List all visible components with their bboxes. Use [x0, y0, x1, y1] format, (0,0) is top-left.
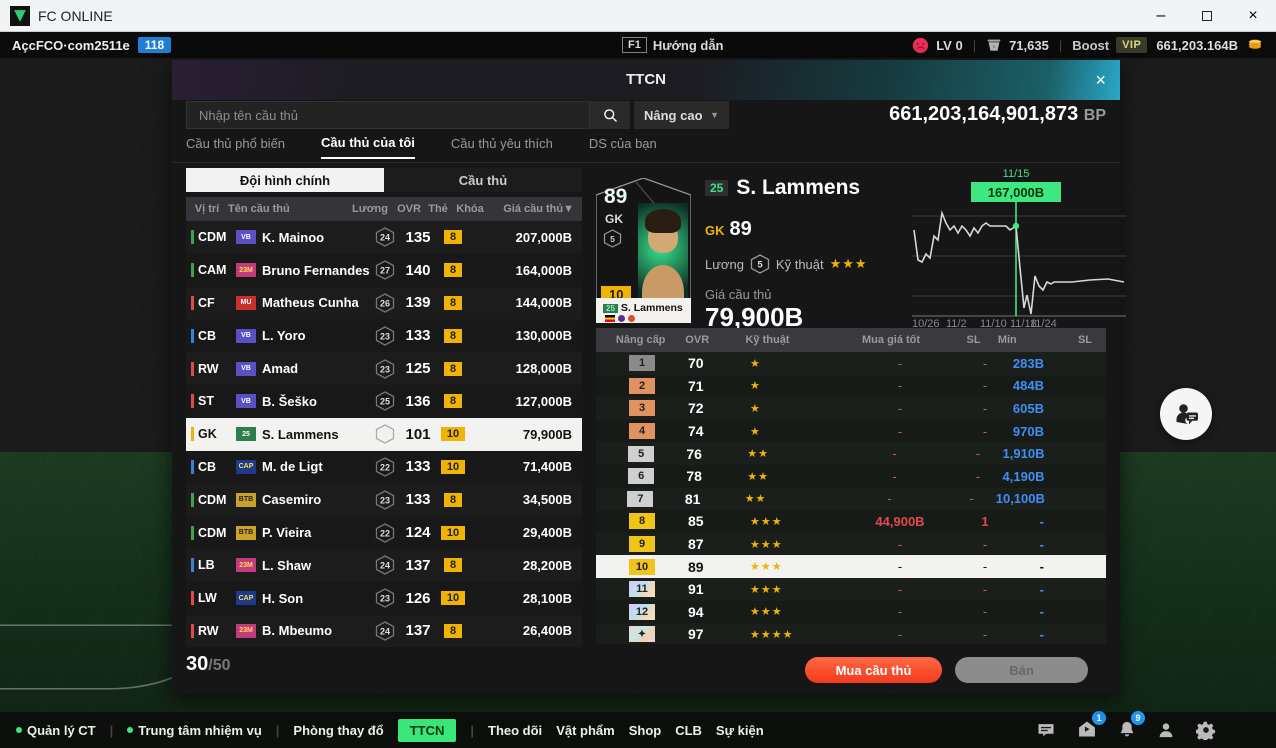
svg-text:5: 5: [757, 260, 763, 271]
svg-text:22: 22: [380, 528, 390, 538]
svg-text:27: 27: [380, 266, 390, 276]
svg-text:5: 5: [382, 430, 387, 440]
svg-text:23: 23: [380, 331, 390, 341]
svg-text:26: 26: [380, 298, 390, 308]
svg-text:22: 22: [380, 462, 390, 472]
svg-text:24: 24: [380, 626, 390, 636]
svg-text:23: 23: [380, 594, 390, 604]
svg-text:24: 24: [380, 561, 390, 571]
svg-text:25: 25: [380, 397, 390, 407]
svg-text:5: 5: [610, 234, 615, 244]
svg-text:23: 23: [380, 495, 390, 505]
svg-text:23: 23: [380, 364, 390, 374]
svg-text:24: 24: [380, 233, 390, 243]
